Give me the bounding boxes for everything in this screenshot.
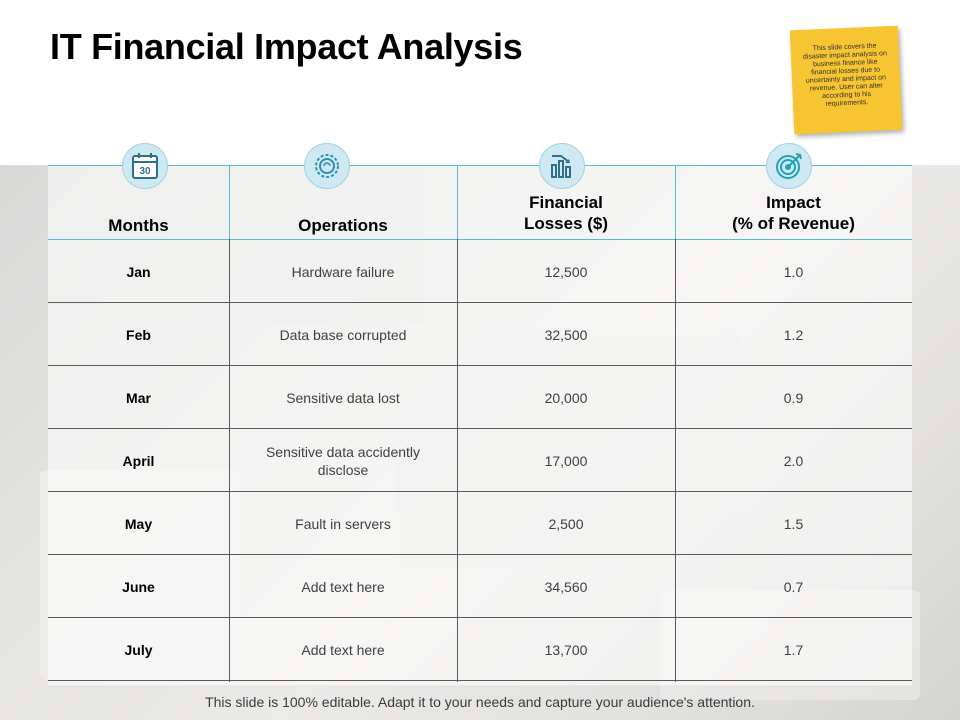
cell-operation: Sensitive data lost: [286, 389, 400, 406]
header-top-line: [811, 165, 912, 166]
column-divider: [229, 165, 230, 239]
row-divider: [48, 680, 912, 681]
cell-loss: 2,500: [548, 515, 584, 532]
column-divider: [675, 239, 676, 682]
gear-icon: [304, 143, 350, 189]
cell-month: Feb: [126, 326, 151, 343]
cell-month: June: [122, 578, 155, 595]
column-divider: [457, 165, 458, 239]
cell-month: Mar: [126, 389, 151, 406]
column-header-impact: Impact (% of Revenue): [732, 193, 855, 233]
sticky-note: This slide covers the disaster impact an…: [789, 25, 903, 135]
page-title: IT Financial Impact Analysis: [50, 26, 523, 67]
cell-impact: 0.7: [783, 578, 804, 595]
cell-operation: Add text here: [301, 641, 385, 658]
column-divider: [229, 239, 230, 682]
cell-loss: 20,000: [544, 389, 588, 406]
row-divider: [48, 491, 912, 492]
row-divider: [48, 428, 912, 429]
cell-operation: Fault in servers: [295, 515, 391, 532]
footer-note: This slide is 100% editable. Adapt it to…: [205, 694, 755, 710]
cell-operation: Data base corrupted: [279, 326, 407, 343]
cell-month: May: [124, 515, 153, 532]
cell-loss: 32,500: [544, 326, 588, 343]
cell-month: Jan: [126, 263, 151, 280]
bar-chart-icon: [539, 143, 585, 189]
cell-impact: 1.5: [783, 515, 804, 532]
cell-month: July: [124, 641, 153, 658]
calendar-icon: 30: [122, 143, 168, 189]
cell-loss: 34,560: [544, 578, 588, 595]
column-divider: [457, 239, 458, 682]
cell-impact: 1.0: [783, 263, 804, 280]
row-divider: [48, 302, 912, 303]
cell-operation: Hardware failure: [291, 263, 395, 280]
row-divider: [48, 554, 912, 555]
cell-impact: 1.7: [783, 641, 804, 658]
sticky-note-text: This slide covers the disaster impact an…: [802, 42, 888, 108]
cell-loss: 13,700: [544, 641, 588, 658]
cell-impact: 0.9: [783, 389, 804, 406]
cell-impact: 2.0: [783, 452, 804, 469]
cell-month: April: [122, 452, 155, 469]
header-top-line: [48, 165, 122, 166]
impact-table: [48, 165, 912, 685]
row-divider: [48, 617, 912, 618]
column-header-operations: Operations: [298, 216, 388, 235]
cell-loss: 12,500: [544, 263, 588, 280]
header-top-line: [167, 165, 304, 166]
column-header-financial-losses: Financial Losses ($): [523, 193, 609, 233]
cell-operation: Add text here: [301, 578, 385, 595]
cell-operation: Sensitive data accidently disclose: [265, 443, 421, 478]
cell-impact: 1.2: [783, 326, 804, 343]
column-header-months: Months: [108, 216, 169, 235]
header-bottom-line: [48, 239, 912, 240]
cell-loss: 17,000: [544, 452, 588, 469]
header-top-line: [349, 165, 539, 166]
column-divider: [675, 165, 676, 239]
target-icon: [766, 143, 812, 189]
row-divider: [48, 365, 912, 366]
calendar-icon-text: 30: [139, 166, 151, 177]
